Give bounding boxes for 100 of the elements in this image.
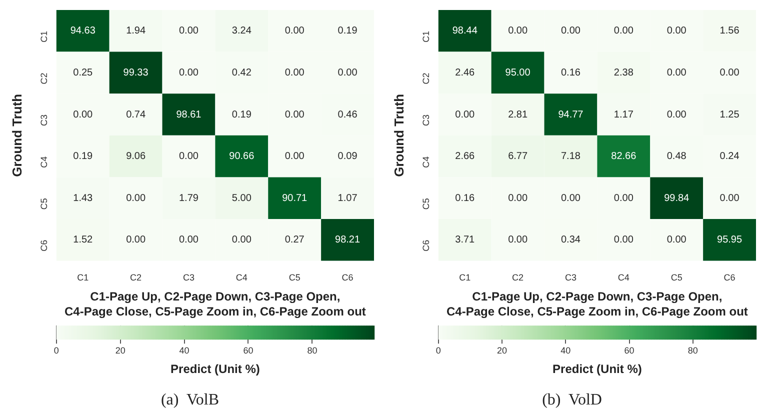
x-tick-label: C4 (236, 272, 248, 283)
data-label: 0.46 (338, 109, 358, 120)
data-label: 0.48 (666, 151, 687, 162)
data-label: 90.66 (229, 151, 255, 162)
y-tick-label: C2 (38, 72, 49, 84)
data-label: 0.00 (666, 234, 687, 246)
data-label: 0.09 (338, 151, 358, 162)
text: (b) VolD (542, 392, 602, 409)
data-label: 3.71 (455, 234, 476, 246)
data-label: 94.77 (558, 109, 584, 120)
data-label: 95.00 (505, 67, 531, 78)
data-label: 99.33 (123, 67, 149, 78)
data-label: 0.00 (179, 234, 199, 246)
x-tick-label: C3 (564, 272, 576, 283)
y-tick-label: C4 (420, 156, 431, 168)
color-bar-title: Predict (Unit %) (552, 362, 642, 376)
data-label: 7.18 (561, 151, 581, 162)
x-axis-title: C1-Page Up, C2-Page Down, C3-Page Open, C4-Page Close, C5-Page Zoom in, C6-Page Zoom out (64, 289, 366, 318)
color-bar-label: 40 (560, 345, 571, 356)
data-label: 0.00 (614, 26, 634, 37)
y-tick-label: C5 (38, 198, 49, 210)
data-label: 94.63 (70, 26, 96, 37)
x-tick-label: C5 (288, 272, 300, 283)
y-tick-label: C2 (420, 72, 431, 84)
color-bar-label: 80 (688, 345, 698, 356)
data-label: 0.00 (73, 109, 94, 120)
data-label: 98.21 (335, 234, 360, 246)
data-label: 0.19 (73, 151, 94, 162)
y-tick-label: C4 (38, 156, 49, 168)
data-label: 0.74 (126, 109, 146, 120)
x-tick-label: C2 (130, 272, 142, 283)
data-label: 0.00 (508, 26, 528, 37)
data-label: 0.16 (561, 67, 581, 78)
data-label: 1.94 (126, 26, 146, 37)
data-label: 2.46 (455, 67, 476, 78)
data-label: 0.00 (561, 26, 581, 37)
color-bar-label: 60 (243, 345, 254, 356)
x-tick-label: C2 (512, 272, 524, 283)
color-bar-label: 60 (624, 345, 634, 356)
x-tick-label: C6 (342, 272, 354, 283)
data-label: 0.00 (561, 192, 581, 204)
data-label: 6.77 (508, 151, 528, 162)
data-label: 0.00 (284, 151, 305, 162)
data-label: 1.43 (73, 192, 94, 204)
data-label: 0.42 (232, 67, 252, 78)
data-label: 1.25 (720, 109, 740, 120)
data-label: 0.00 (720, 192, 740, 204)
data-label: 1.07 (338, 192, 358, 204)
data-label: 0.00 (232, 234, 252, 246)
color-bar-label: 20 (497, 345, 508, 356)
data-label: 0.19 (338, 26, 358, 37)
data-label: 2.38 (614, 67, 634, 78)
data-label: 0.19 (232, 109, 252, 120)
data-label: 82.66 (611, 151, 637, 162)
data-label: 98.44 (452, 26, 478, 37)
data-label: 0.16 (455, 192, 476, 204)
data-label: 0.00 (508, 234, 528, 246)
color-bar-title: Predict (Unit %) (170, 362, 260, 376)
y-tick-label: C6 (420, 240, 431, 252)
x-tick-label: C1 (459, 272, 471, 283)
x-tick-label: C5 (670, 272, 682, 283)
data-label: 2.66 (455, 151, 476, 162)
data-label: 0.00 (284, 26, 305, 37)
data-label: 3.24 (232, 26, 252, 37)
y-axis-title: Ground Truth (9, 94, 24, 177)
text: (a) VolB (160, 392, 220, 409)
data-label: 90.71 (282, 192, 308, 204)
data-label: 0.00 (284, 109, 305, 120)
data-label: 0.00 (508, 192, 528, 204)
data-label: 95.95 (717, 234, 742, 246)
y-tick-label: C1 (38, 30, 49, 42)
data-label: 0.00 (126, 234, 146, 246)
data-label: 0.00 (666, 26, 687, 37)
data-label: 0.00 (455, 109, 476, 120)
data-label: 0.25 (73, 67, 94, 78)
data-label: 0.00 (179, 151, 199, 162)
x-tick-label: C6 (724, 272, 736, 283)
x-tick-label: C4 (618, 272, 630, 283)
data-label: 0.00 (284, 67, 305, 78)
data-label: 0.00 (720, 67, 740, 78)
y-tick-label: C5 (420, 198, 431, 210)
data-label: 0.00 (666, 67, 687, 78)
data-label: 0.24 (720, 151, 740, 162)
y-tick-label: C3 (420, 114, 431, 126)
data-label: 5.00 (232, 192, 252, 204)
x-axis-title: C1-Page Up, C2-Page Down, C3-Page Open, C4-Page Close, C5-Page Zoom in, C6-Page Zoom out (446, 289, 748, 318)
data-label: 0.00 (614, 234, 634, 246)
data-label: 0.00 (338, 67, 358, 78)
data-label: 0.00 (666, 109, 687, 120)
y-tick-label: C6 (38, 240, 49, 252)
data-label: 1.52 (73, 234, 94, 246)
y-axis-title: Ground Truth (391, 94, 406, 177)
color-bar-label: 0 (54, 345, 59, 356)
data-label: 9.06 (126, 151, 146, 162)
x-tick-label: C3 (182, 272, 194, 283)
x-tick-label: C1 (77, 272, 89, 283)
color-bar-label: 20 (115, 345, 126, 356)
color-bar-label: 80 (307, 345, 318, 356)
data-label: 0.00 (614, 192, 634, 204)
color-bar-label: 0 (436, 345, 441, 356)
